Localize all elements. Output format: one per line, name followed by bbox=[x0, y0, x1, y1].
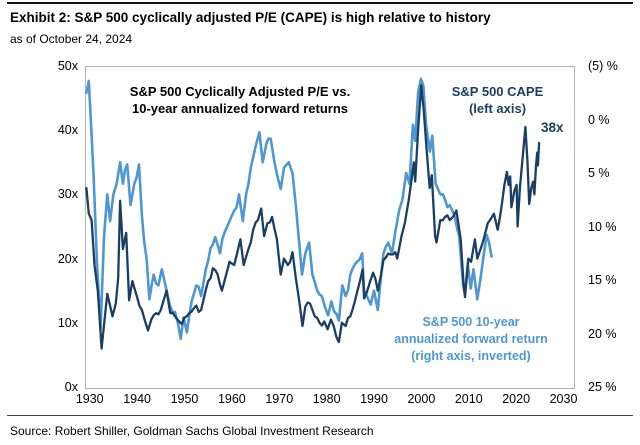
right-axis-tick: 25 % bbox=[588, 380, 617, 394]
right-axis-tick: 15 % bbox=[588, 273, 617, 287]
x-axis-tick: 1950 bbox=[170, 392, 199, 406]
x-axis-tick: 2000 bbox=[407, 392, 436, 406]
x-axis-tick: 1980 bbox=[312, 392, 341, 406]
top-rule bbox=[7, 2, 633, 4]
x-axis-tick: 2020 bbox=[502, 392, 531, 406]
cape-series-label: S&P 500 CAPE (left axis) bbox=[425, 83, 570, 117]
last-value-label: 38x bbox=[541, 120, 564, 135]
chart-inner-title-line2: 10-year annualized forward returns bbox=[131, 101, 348, 116]
forward-return-label-line2: annualized forward return bbox=[394, 332, 548, 346]
exhibit-title: Exhibit 2: S&P 500 cyclically adjusted P… bbox=[10, 10, 491, 25]
x-axis-tick: 1940 bbox=[123, 392, 152, 406]
forward-return-label-line3: (right axis, inverted) bbox=[411, 349, 531, 363]
x-axis-tick: 1930 bbox=[75, 392, 104, 406]
right-axis-tick: 10 % bbox=[588, 219, 617, 234]
x-axis-tick: 1970 bbox=[265, 392, 294, 406]
cape-series-label-line1: S&P 500 CAPE bbox=[451, 84, 544, 99]
right-axis-tick: 0 % bbox=[588, 112, 610, 127]
x-axis-tick: 2030 bbox=[549, 392, 578, 406]
x-axis-tick: 1960 bbox=[217, 392, 246, 406]
right-axis-tick: 5 % bbox=[588, 166, 610, 180]
right-axis-tick: 20 % bbox=[588, 326, 617, 341]
as-of-date: as of October 24, 2024 bbox=[10, 32, 133, 46]
forward-return-series-label: S&P 500 10-year annualized forward retur… bbox=[383, 314, 559, 365]
left-axis-tick: 50x bbox=[57, 59, 78, 73]
bottom-rule bbox=[7, 415, 633, 416]
source-note: Source: Robert Shiller, Goldman Sachs Gl… bbox=[10, 424, 374, 438]
right-axis-tick: (5) % bbox=[588, 59, 618, 73]
forward-return-label-line1: S&P 500 10-year bbox=[422, 315, 520, 329]
cape-series-label-line2: (left axis) bbox=[468, 101, 527, 116]
chart-inner-title: S&P 500 Cyclically Adjusted P/E vs. 10-y… bbox=[95, 83, 385, 117]
left-axis-tick: 20x bbox=[57, 251, 78, 266]
chart-inner-title-line1: S&P 500 Cyclically Adjusted P/E vs. bbox=[129, 84, 351, 99]
x-axis-tick: 2010 bbox=[454, 392, 483, 406]
left-axis-tick: 10x bbox=[57, 315, 78, 330]
x-axis-tick: 1990 bbox=[360, 392, 388, 406]
left-axis-tick: 30x bbox=[57, 187, 78, 202]
left-axis-tick: 40x bbox=[57, 123, 78, 138]
left-axis-tick: 0x bbox=[64, 380, 78, 394]
